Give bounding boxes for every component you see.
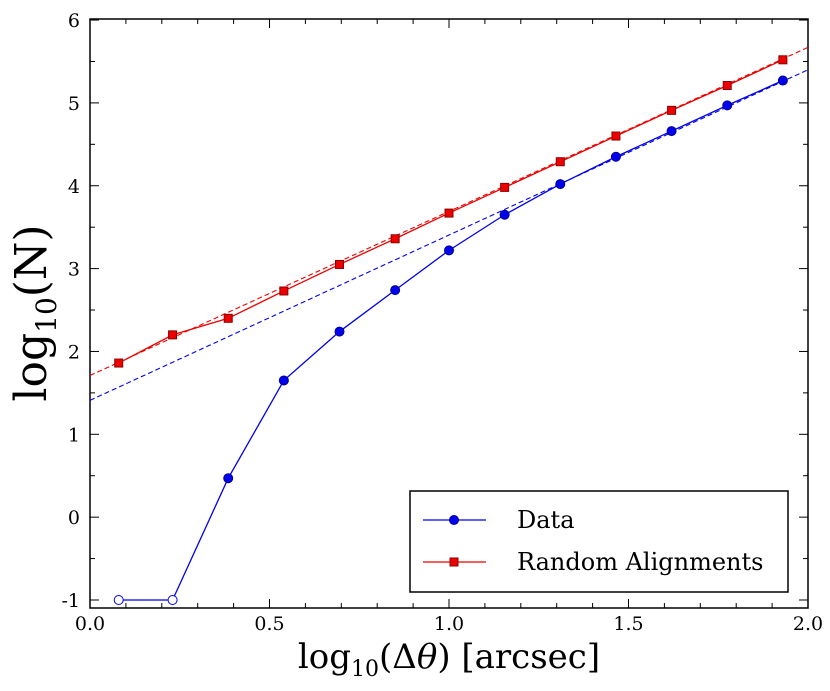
legend-data-marker [449,515,459,525]
data-point [722,100,733,111]
series-layer [113,55,788,605]
legend-random-label: Random Alignments [517,548,763,576]
y-axis-title: log10(N) [6,224,63,401]
legend-data-label: Data [517,506,575,534]
random-point [114,358,124,368]
data-point [278,375,289,386]
random-point [223,313,233,323]
data-point [223,473,234,484]
y-tick-label: -1 [61,590,80,612]
y-tick-label: 5 [68,93,80,115]
x-tick-label: 1.5 [613,613,643,635]
data-point [610,151,621,162]
y-tick-label: 1 [68,424,80,446]
fit-line-0 [89,69,809,401]
data-point [113,595,124,605]
y-tick-label: 2 [68,341,80,363]
random-point [667,105,677,115]
data-point [666,126,677,137]
x-tick-label: 1.0 [434,613,464,635]
x-tick-label: 0.0 [75,613,105,635]
data-point [390,285,401,296]
x-tick-label: 2.0 [793,613,823,635]
random-point [279,286,289,296]
random-point [555,157,565,167]
random-point [168,330,178,340]
random-point [778,55,788,65]
random-point [390,234,400,244]
y-tick-label: 3 [68,259,80,281]
x-axis-title: log10(Δθ) [arcsec] [298,637,600,682]
random-point [335,259,345,269]
data-point [555,179,566,190]
data-point [334,326,345,337]
ticks-layer: 0.0 0.5 1.0 1.5 2.0 -1 0 1 2 3 4 5 6 [61,10,823,635]
random-point [722,81,732,91]
y-tick-label: 4 [68,176,80,198]
x-tick-label: 0.5 [254,613,284,635]
data-point [444,245,454,256]
random-point [500,182,510,192]
random-point [611,131,621,141]
legend-random-marker [449,557,459,567]
legend: Data Random Alignments [409,490,789,593]
data-point [499,209,510,220]
legend-box [409,490,789,593]
y-tick-label: 6 [68,10,80,32]
data-point [167,595,178,605]
fit-lines [89,46,809,401]
random-point [444,208,454,218]
y-tick-label: 0 [68,507,80,529]
data-point [777,75,788,86]
